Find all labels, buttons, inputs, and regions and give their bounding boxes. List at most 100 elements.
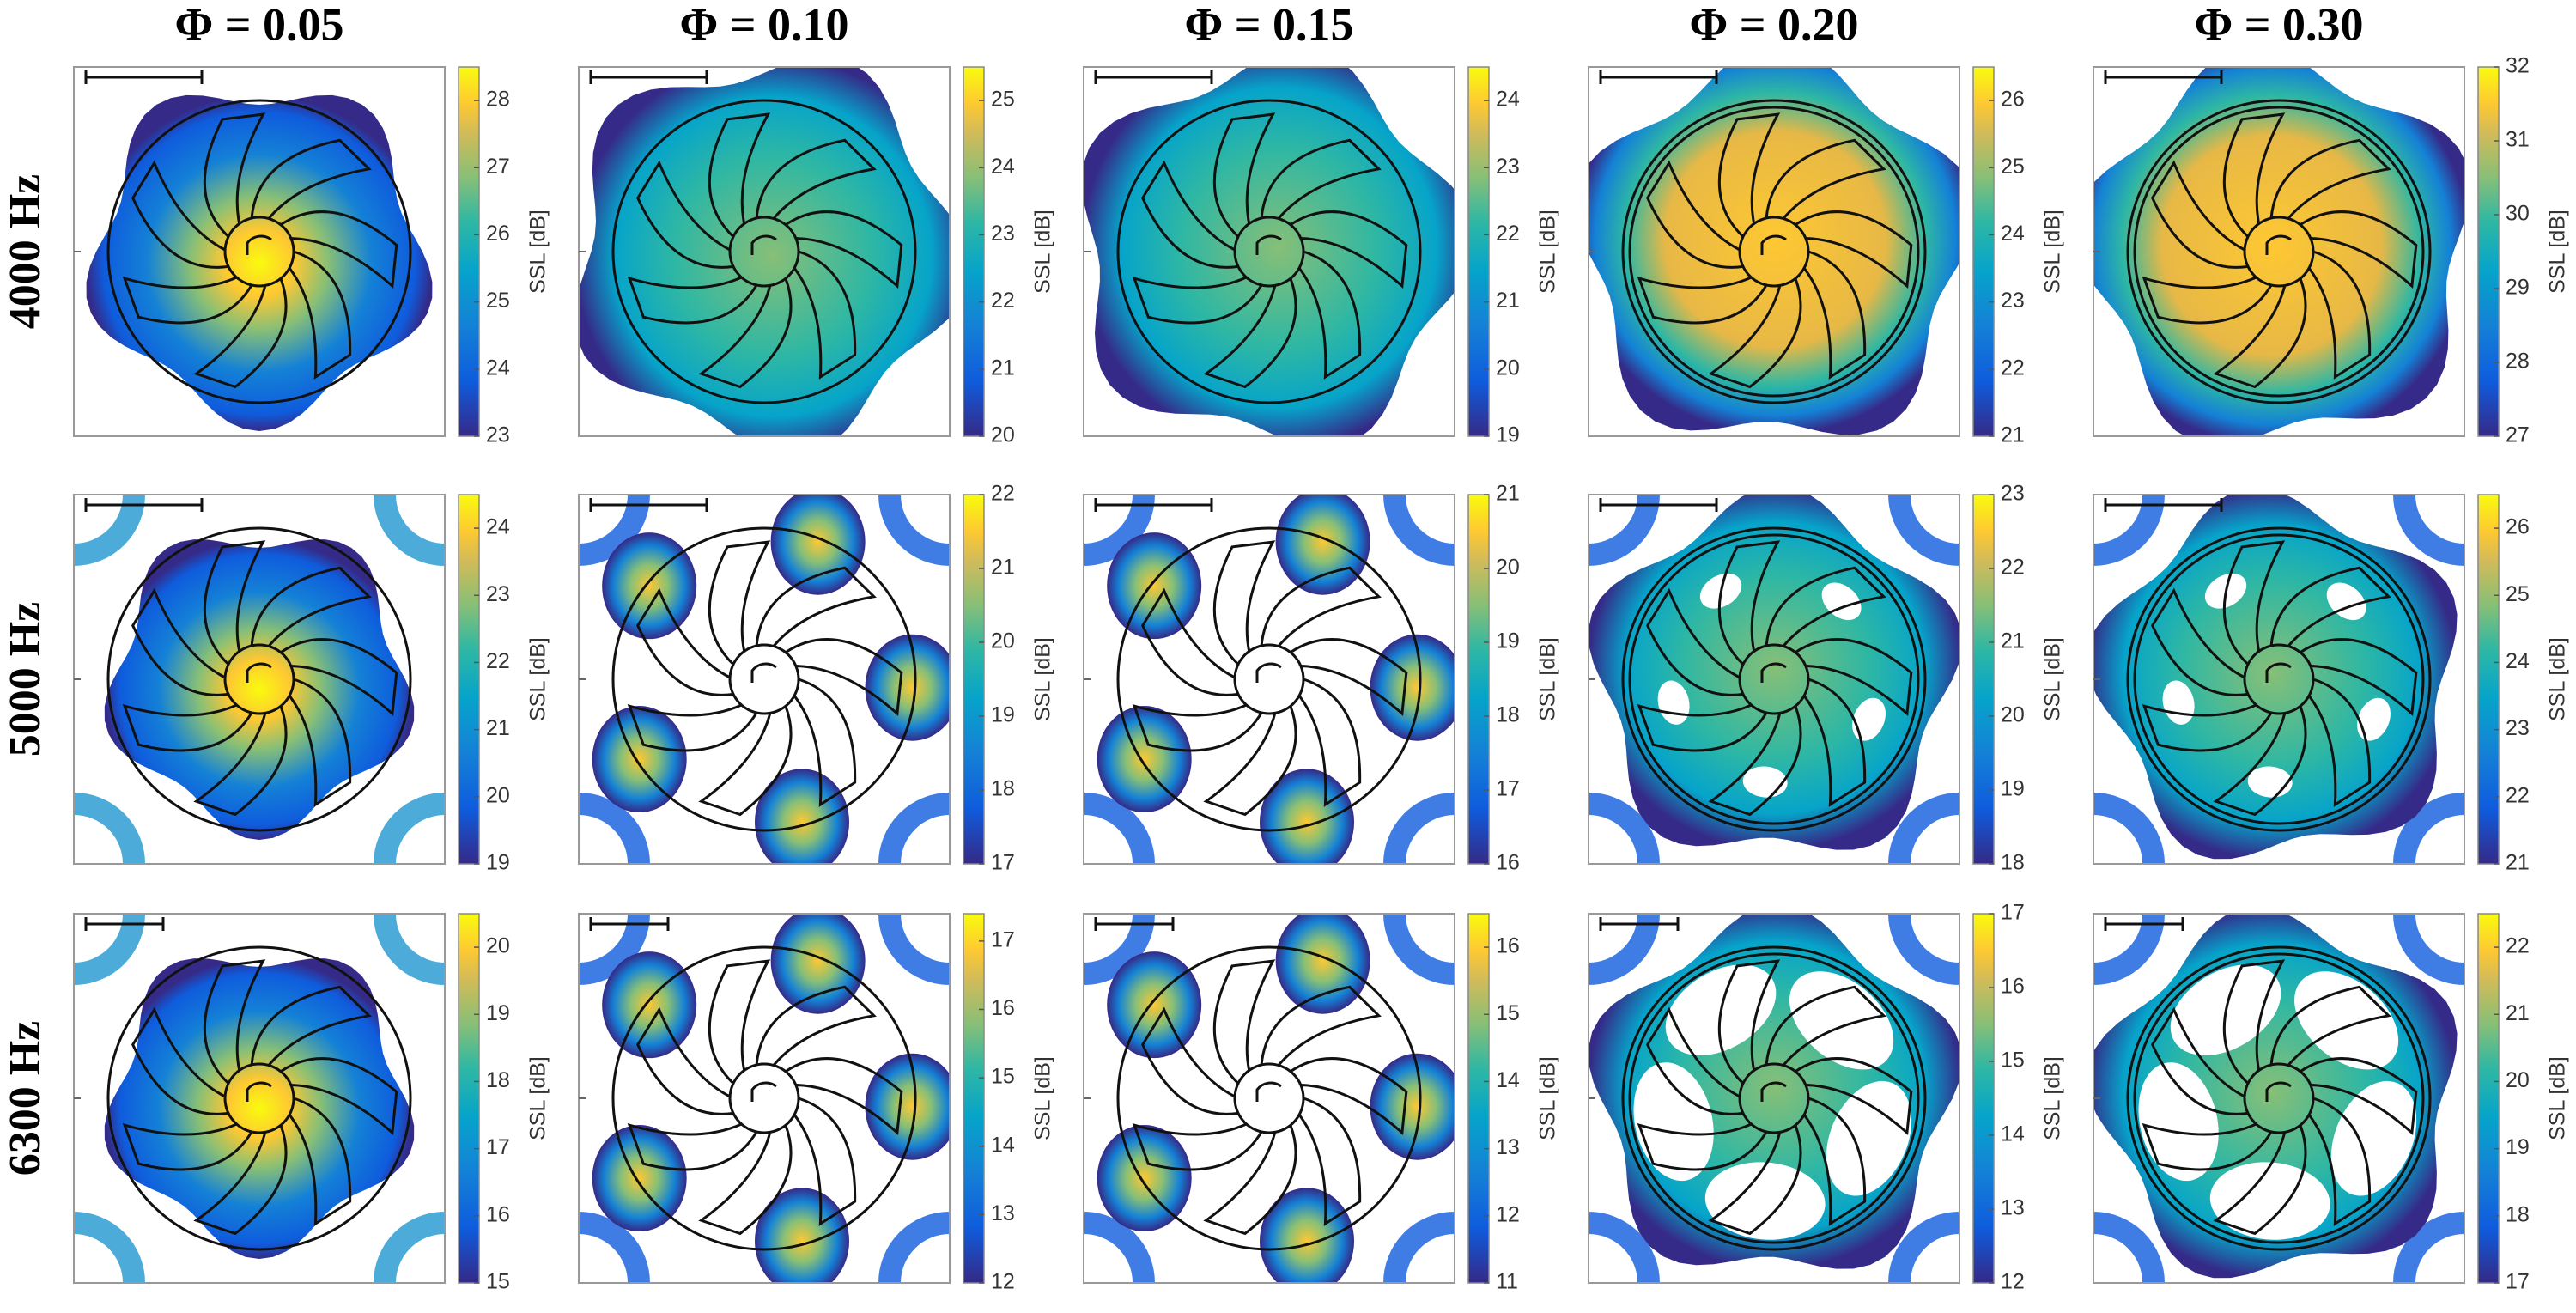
field-blob (1589, 67, 1959, 435)
colorbar-label: SSL [dB] (2546, 637, 2570, 721)
colorbar-tick-label: 31 (2506, 128, 2530, 152)
colorbar-tick-label: 24 (2506, 649, 2530, 673)
colorbar-tick-label: 18 (1496, 703, 1520, 727)
colorbar-tick-label: 14 (2001, 1122, 2025, 1146)
fan-blade (2300, 1057, 2418, 1136)
fan-blade (1297, 1097, 1362, 1226)
fan-blade (280, 1057, 398, 1136)
fan-shroud-inner (1628, 952, 1920, 1244)
fan-shroud (611, 945, 917, 1251)
fan-blade (1765, 566, 1886, 647)
field-lobe (602, 951, 697, 1059)
colorbar-tick-label: 22 (2506, 783, 2530, 807)
fan-blade (2222, 959, 2286, 1085)
colorbar-tick-label: 20 (1496, 356, 1520, 380)
colorbar-tick-label: 18 (486, 1068, 510, 1092)
fan-blade (698, 705, 793, 817)
fan-blade (1802, 1097, 1867, 1226)
fan-blade (2151, 160, 2249, 269)
colorbar-tick-label: 24 (486, 515, 510, 539)
colorbar-tick-label: 13 (991, 1201, 1015, 1225)
colorbar (1467, 66, 1490, 437)
colorbar-tick-label: 19 (991, 703, 1015, 727)
field-hole (1852, 697, 1886, 741)
fan-blade (755, 985, 877, 1067)
fan-blade (1802, 678, 1867, 807)
colorbar-tick-label: 20 (1496, 556, 1520, 580)
field-lobe (1260, 1188, 1354, 1283)
fan-blade (785, 210, 903, 289)
fan-blade (2142, 1122, 2273, 1171)
fan-blade (1708, 1124, 1802, 1236)
colorbar-tick-label: 23 (2001, 482, 2025, 506)
panel: 21 22 23 24 25 26 SSL [dB] (2093, 494, 2570, 875)
fan-blade (785, 1057, 903, 1136)
scale-bar (84, 498, 204, 512)
fan-outline (1621, 945, 1927, 1251)
fan-blade (2307, 1097, 2372, 1226)
fan-blade (1203, 1124, 1297, 1236)
fan-blade (2269, 566, 2391, 647)
sound-field (1589, 67, 1959, 435)
colorbar-tick-label: 13 (2001, 1196, 2025, 1220)
colorbar-tick-label: 12 (991, 1270, 1015, 1294)
fan-blade (1637, 276, 1768, 325)
fan-blade (1717, 959, 1781, 1085)
colorbar-tick-label: 17 (991, 851, 1015, 875)
colorbar (1972, 494, 1995, 865)
panel: 12 13 14 15 16 17 SSL [dB] (1588, 901, 2065, 1294)
field-lobe (602, 532, 697, 640)
colorbar (458, 913, 480, 1284)
colorbar-tick-label: 23 (991, 222, 1015, 246)
colorbar-tick-label: 29 (2506, 276, 2530, 300)
scale-bar (1094, 70, 1213, 84)
panel: 17 18 19 20 21 22 SSL [dB] (2093, 913, 2570, 1294)
fan-blade (2151, 1006, 2249, 1115)
sound-field (2093, 914, 2464, 1283)
panel: 27 28 29 30 31 32 SSL [dB] (2093, 54, 2570, 447)
fan-shroud (2126, 526, 2432, 832)
fan-blade (131, 587, 229, 696)
fan-blade (1290, 638, 1408, 717)
rotation-arrow (246, 234, 272, 255)
field-lobe (1107, 532, 1202, 640)
colorbar (2477, 66, 2500, 437)
fan-blade (1260, 985, 1382, 1067)
fan-shroud-inner (2133, 952, 2425, 1244)
rotation-arrow (246, 662, 272, 683)
colorbar-tick-label: 30 (2506, 202, 2530, 226)
fan-blade (250, 138, 372, 220)
colorbar-tick-label: 17 (1496, 777, 1520, 801)
colorbar-tick-label: 13 (1496, 1135, 1520, 1159)
fan-blade (193, 277, 288, 389)
colorbar-tick-label: 18 (2001, 851, 2025, 875)
row-label: 4000 Hz (1, 174, 50, 330)
colorbar-tick-label: 14 (991, 1133, 1015, 1157)
colorbar (1972, 913, 1995, 1284)
colorbar-tick-label: 20 (486, 783, 510, 807)
fan-blade (698, 1124, 793, 1236)
panel: 19 20 21 22 23 24 SSL [dB] (73, 494, 550, 875)
column-title: Φ = 0.05 (174, 0, 343, 50)
fan-blade (1646, 587, 1744, 696)
colorbar (963, 494, 985, 865)
colorbar-tick-label: 21 (486, 716, 510, 740)
sound-field (2093, 67, 2464, 436)
colorbar-tick-label: 28 (2506, 350, 2530, 374)
fan-blade (636, 160, 734, 269)
fan-blade (1290, 210, 1408, 289)
fan-blade (193, 1124, 288, 1236)
fan-shroud (106, 526, 412, 832)
rotation-arrow (1760, 662, 1787, 683)
scale-bar (1094, 917, 1175, 931)
colorbar-tick-label: 18 (991, 777, 1015, 801)
fan-blade (1290, 1057, 1408, 1136)
colorbar-tick-label: 21 (2506, 1001, 2530, 1025)
fan-blade (1708, 705, 1802, 817)
colorbar-label: SSL [dB] (1536, 637, 1560, 721)
scale-bar (84, 917, 165, 931)
fan-outline (1116, 945, 1422, 1251)
colorbar-tick-label: 16 (486, 1202, 510, 1226)
colorbar-tick-label: 24 (2001, 222, 2025, 246)
colorbar-tick-label: 32 (2506, 54, 2530, 78)
